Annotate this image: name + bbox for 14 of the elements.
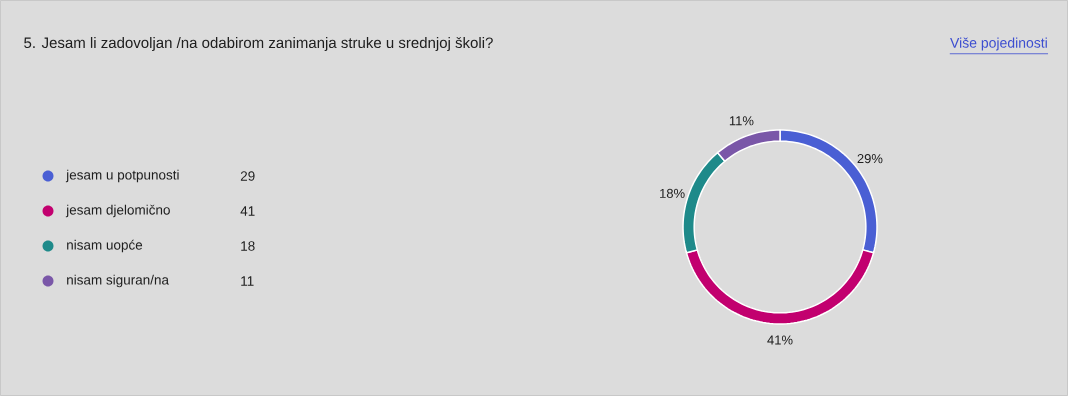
legend-label: jesam djelomično [65, 204, 170, 218]
legend-label: jesam u potpunosti [65, 169, 179, 183]
data-label: 11% [729, 116, 754, 126]
legend-label: nisam siguran/na [67, 274, 169, 288]
data-label: 41% [767, 335, 793, 345]
text: 18 [241, 241, 255, 251]
data-label: 18% [660, 188, 685, 198]
data-label: 29% [857, 153, 883, 164]
text: Više pojedinosti [950, 37, 1047, 51]
legend-label: nisam uopće [67, 239, 143, 253]
text: 29 [240, 171, 255, 181]
text: 41 [240, 206, 255, 216]
chart-title: 5. Jesam li zadovoljan /na odabirom zanimanja struke u srednjoj školi? [24, 36, 493, 52]
text: 11 [241, 276, 254, 286]
